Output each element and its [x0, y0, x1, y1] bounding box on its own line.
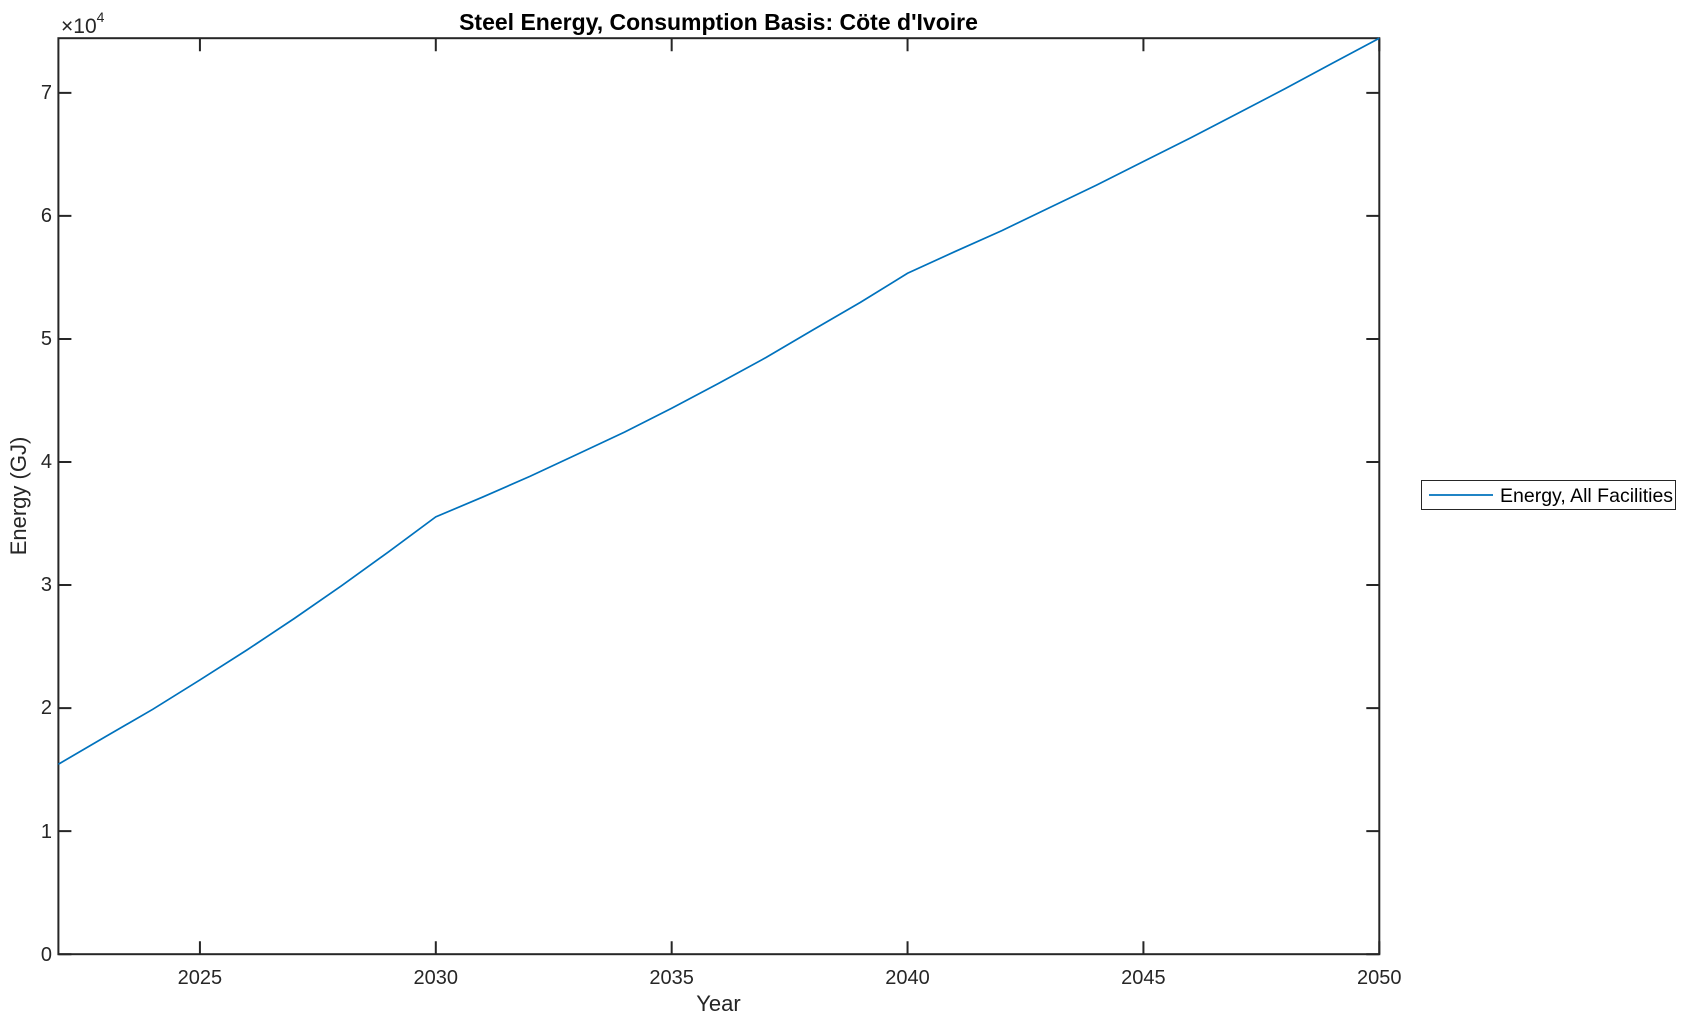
x-tick-label: 2040: [885, 967, 930, 989]
y-tick-label: 4: [40, 451, 52, 474]
y-axis-label: Energy (GJ): [6, 436, 31, 556]
y-tick-label: 1: [40, 820, 52, 843]
x-tick-label: 2050: [1357, 967, 1402, 989]
x-tick-label: 2030: [413, 967, 459, 989]
tick-marks: [58, 38, 1381, 956]
y-tick-label: 0: [40, 943, 52, 966]
x-tick-label: 2045: [1121, 967, 1166, 989]
y-axis-multiplier-label: ×104: [61, 9, 104, 38]
y-tick-label: 3: [40, 574, 52, 597]
y-tick-label: 2: [40, 697, 52, 720]
x-tick-label: 2025: [177, 967, 223, 989]
y-tick-label: 5: [40, 328, 52, 351]
legend: Energy, All Facilities: [1421, 480, 1676, 510]
legend-line-sample-icon: [1429, 494, 1493, 496]
y-axis-multiplier-exponent: 4: [96, 9, 105, 25]
axes-box: [57, 37, 1381, 956]
chart-title: Steel Energy, Consumption Basis: Cöte d'…: [459, 9, 978, 35]
y-axis-multiplier-base: ×10: [61, 15, 97, 38]
x-axis-label: Year: [696, 991, 741, 1016]
y-tick-label: 7: [40, 82, 52, 105]
x-tick-label: 2035: [649, 967, 694, 989]
legend-entry-label: Energy, All Facilities: [1500, 485, 1674, 507]
series-line: [57, 37, 1380, 765]
y-tick-label: 6: [40, 205, 52, 228]
